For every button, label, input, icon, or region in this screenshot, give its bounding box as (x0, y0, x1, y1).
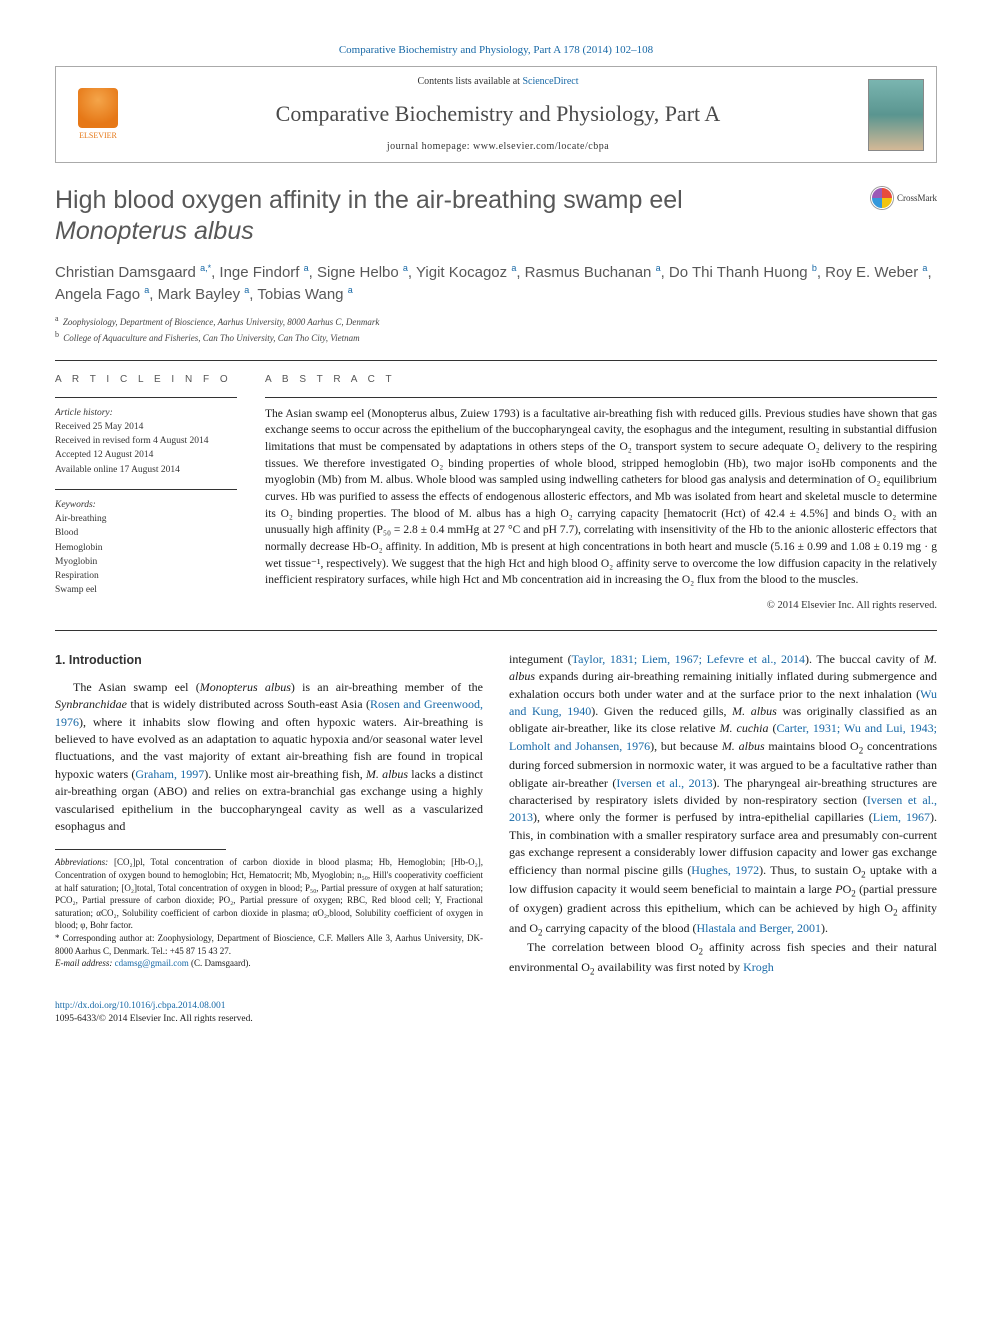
keyword: Air-breathing (55, 514, 107, 524)
elsevier-logo: ELSEVIER (68, 80, 128, 150)
doi-link[interactable]: http://dx.doi.org/10.1016/j.cbpa.2014.08… (55, 1001, 226, 1011)
keyword: Swamp eel (55, 585, 97, 595)
keywords-label: Keywords: (55, 500, 96, 510)
keyword: Respiration (55, 571, 99, 581)
journal-name: Comparative Biochemistry and Physiology,… (128, 99, 868, 130)
body-paragraph: integument (Taylor, 1831; Liem, 1967; Le… (509, 651, 937, 939)
article-title: High blood oxygen affinity in the air-br… (55, 185, 937, 248)
issn-copyright: 1095-6433/© 2014 Elsevier Inc. All right… (55, 1014, 253, 1024)
journal-header: ELSEVIER Contents lists available at Sci… (55, 66, 937, 163)
sciencedirect-link[interactable]: ScienceDirect (522, 76, 578, 87)
journal-cover-thumbnail (868, 79, 924, 151)
homepage-url[interactable]: www.elsevier.com/locate/cbpa (473, 141, 609, 152)
divider (55, 397, 237, 398)
email-link[interactable]: cdamsg@gmail.com (115, 958, 189, 968)
journal-homepage: journal homepage: www.elsevier.com/locat… (128, 140, 868, 154)
abstract-copyright: © 2014 Elsevier Inc. All rights reserved… (265, 599, 937, 614)
history-label: Article history: (55, 408, 113, 418)
contents-line: Contents lists available at ScienceDirec… (128, 75, 868, 89)
history-item: Accepted 12 August 2014 (55, 450, 153, 460)
footer-info: http://dx.doi.org/10.1016/j.cbpa.2014.08… (55, 1000, 937, 1027)
history-item: Received 25 May 2014 (55, 422, 143, 432)
email-footnote: E-mail address: cdamsg@gmail.com (C. Dam… (55, 957, 483, 970)
journal-issue-link[interactable]: Comparative Biochemistry and Physiology,… (339, 44, 653, 56)
abstract-text: The Asian swamp eel (Monopterus albus, Z… (265, 406, 937, 589)
keyword: Hemoglobin (55, 543, 103, 553)
abbreviations-footnote: Abbreviations: [CO₂]pl, Total concentrat… (55, 856, 483, 932)
history-item: Received in revised form 4 August 2014 (55, 436, 209, 446)
elsevier-tree-icon (78, 88, 118, 128)
article-info-heading: A R T I C L E I N F O (55, 373, 237, 387)
footnotes-block: Abbreviations: [CO₂]pl, Total concentrat… (55, 856, 483, 969)
crossmark-badge[interactable]: CrossMark (871, 187, 937, 209)
abstract-heading: A B S T R A C T (265, 373, 937, 387)
body-paragraph: The Asian swamp eel (Monopterus albus) i… (55, 679, 483, 836)
keyword: Blood (55, 528, 78, 538)
divider (265, 397, 937, 398)
footnote-divider (55, 849, 226, 850)
section-heading-introduction: 1. Introduction (55, 651, 483, 669)
authors-list: Christian Damsgaard a,*, Inge Findorf a,… (55, 262, 937, 307)
publisher-label: ELSEVIER (79, 130, 117, 141)
body-paragraph: The correlation between blood O2 affinit… (509, 939, 937, 978)
affiliations: a Zoophysiology, Department of Bioscienc… (55, 313, 937, 346)
divider (55, 489, 237, 490)
crossmark-icon (871, 187, 893, 209)
divider (55, 630, 937, 631)
keyword: Myoglobin (55, 557, 97, 567)
history-item: Available online 17 August 2014 (55, 465, 180, 475)
corresponding-author-footnote: * Corresponding author at: Zoophysiology… (55, 932, 483, 957)
